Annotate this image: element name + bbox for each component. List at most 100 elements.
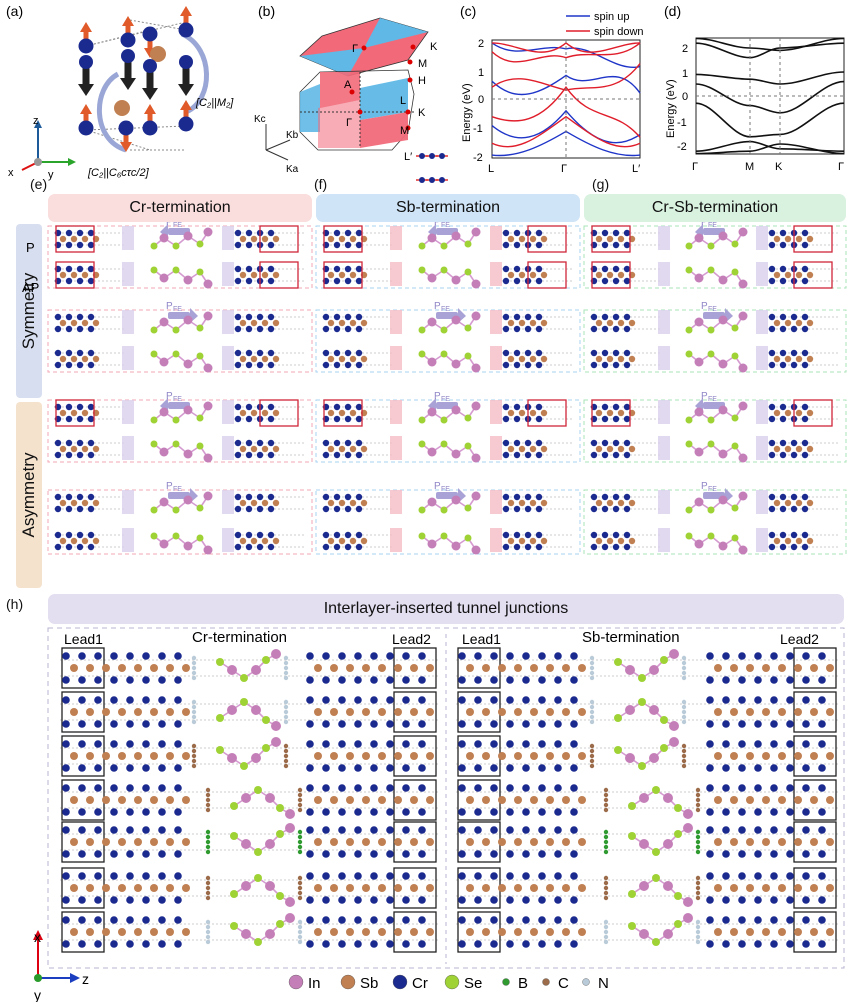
- h-cr-row3-cr: [94, 808, 102, 816]
- plot-c-xtick-l: L: [488, 163, 494, 175]
- sb-row6-lead-left-cr: [344, 493, 352, 501]
- h-sb-row5-cr: [802, 896, 810, 904]
- h-cr-row2-sb: [166, 752, 174, 760]
- h-cr-row2-cr: [142, 740, 150, 748]
- h-cr-row6-cr: [158, 916, 166, 924]
- h-sb-row3-cr: [722, 784, 730, 792]
- bz-point-gamma-top: Γ: [352, 43, 358, 55]
- h-cr-row4-cr: [110, 826, 118, 834]
- sb-row6-lead-left-cr: [355, 493, 363, 501]
- h-sb-row3-cr: [554, 808, 562, 816]
- sb-row4-barrier-in: [451, 405, 461, 415]
- crsb-row6-lead-left-cr: [623, 493, 631, 501]
- h-cr-row1-sb: [86, 708, 94, 716]
- h-sb-row5-cr: [722, 872, 730, 880]
- h-cr-row2-se: [262, 744, 270, 752]
- sb-row6-barrier-se: [418, 506, 426, 514]
- h-cr-row4-cr: [322, 826, 330, 834]
- h-cr-row0-cr: [386, 676, 394, 684]
- cr-row4-cell-right: [259, 399, 299, 427]
- sb-row6-lead-left-sb: [338, 499, 346, 507]
- h-sb-row4-cr: [738, 826, 746, 834]
- cr-row7-lead-left-cr: [87, 543, 95, 551]
- h-sb-row6-cr: [570, 916, 578, 924]
- h-sb-row5-in: [683, 897, 693, 907]
- bz-top-face-blue-a: [364, 18, 428, 48]
- cr-row7-barrier-se: [196, 534, 204, 542]
- bz-top-face-blue-b: [300, 48, 364, 76]
- sb-row7-barrier-se: [418, 532, 426, 540]
- cr-row7-lead-left-sb: [92, 537, 100, 545]
- h-cr-row4-insert-right: [297, 839, 303, 845]
- crsb-row2-lead-left-cr: [623, 325, 631, 333]
- h-sb-row2-in: [625, 753, 635, 763]
- a-sb-atom-1: [150, 46, 166, 62]
- header-cr-sb-termination: Cr-Sb-termination: [584, 194, 846, 222]
- cr-row3-barrier-in: [203, 363, 213, 373]
- h-sb-row6-cr: [474, 916, 482, 924]
- h-sb-row3-insert-left: [603, 792, 609, 798]
- h-cr-row6-cr: [142, 916, 150, 924]
- cr-row6-lead-right-cr: [256, 493, 264, 501]
- crsb-row3-lead-left-sb: [595, 355, 603, 363]
- h-sb-row2-sb: [546, 752, 554, 760]
- h-sb-row3-cr: [506, 784, 514, 792]
- h-cr-row2-sb: [314, 752, 322, 760]
- h-cr-row4-cr: [354, 826, 362, 834]
- sb-row0-lead-right-cr: [502, 241, 510, 249]
- h-sb-row1-cr: [818, 696, 826, 704]
- sb-pfe-3-label-sub: FE: [441, 486, 450, 493]
- h-cr-row1-sb: [118, 708, 126, 716]
- h-sb-row2-sb: [746, 752, 754, 760]
- crsb-row3-lead-right-cr: [768, 349, 776, 357]
- sb-row1-lead-left-cr: [344, 277, 352, 285]
- cr-row7-lead-right-sb: [250, 537, 258, 545]
- h-sb-row5-cr: [554, 896, 562, 904]
- cr-row0-interface-left: [122, 226, 134, 250]
- h-sb-row0-cr: [754, 676, 762, 684]
- header-interlayer-junctions: Interlayer-inserted tunnel junctions: [48, 594, 844, 624]
- legend-label-in: In: [308, 975, 321, 992]
- cr-row6-barrier-in: [183, 495, 193, 505]
- h-cr-row3-cr: [386, 808, 394, 816]
- h-cr-row2-sb: [102, 752, 110, 760]
- crsb-row7-interface-left: [658, 528, 670, 552]
- h-cr-row3-cr: [62, 784, 70, 792]
- h-cr-row4-sb: [330, 838, 338, 846]
- cr-row4-lead-left-sb: [81, 409, 89, 417]
- h-sb-row4-cr: [818, 850, 826, 858]
- h-cr-row2-in: [251, 753, 261, 763]
- h-sb-row0-sb: [794, 664, 802, 672]
- cr-row2-lead-left-sb: [59, 319, 67, 327]
- cr-row7-interface-left: [122, 528, 134, 552]
- h-cr-row2-cr: [402, 740, 410, 748]
- cr-row2-lead-left-cr: [76, 313, 84, 321]
- crsb-pfe-1-label: P: [701, 301, 708, 312]
- cr-row2-interface-right: [222, 310, 234, 334]
- sb-row6-lead-right-cr: [502, 493, 510, 501]
- crsb-row6-lead-left-cr: [601, 493, 609, 501]
- h-sb-row1-insert-left: [589, 719, 595, 725]
- crsb-row0-interface-left: [658, 226, 670, 250]
- crsb-row5-lead-left-cr: [612, 451, 620, 459]
- h-cr-row5-sb: [410, 884, 418, 892]
- h-sb-row6-sb: [730, 928, 738, 936]
- h-cr-row4-cr: [418, 850, 426, 858]
- h-sb-row2-cr: [722, 740, 730, 748]
- h-sb-row4-insert-right: [695, 849, 701, 855]
- crsb-row1-lead-left-sb: [606, 271, 614, 279]
- plot-d-ytick-0: 0: [682, 91, 688, 103]
- sb-row6-lead-right-cr: [513, 505, 521, 513]
- h-sb-row2-sb: [730, 752, 738, 760]
- h-cr-row4-in: [265, 839, 275, 849]
- h-cr-row6-cr: [418, 940, 426, 948]
- cr-row3-lead-left-cr: [54, 349, 62, 357]
- h-sb-row5-insert-right: [695, 885, 701, 891]
- legend-swatch-in: [288, 974, 304, 990]
- panel-label-a: (a): [6, 3, 23, 19]
- h-sb-row1-cr: [722, 696, 730, 704]
- h-cr-row3-sb: [426, 796, 434, 804]
- h-sb-row3-sb: [562, 796, 570, 804]
- cr-row7-lead-left-sb: [70, 537, 78, 545]
- h-cr-row3-cr: [78, 784, 86, 792]
